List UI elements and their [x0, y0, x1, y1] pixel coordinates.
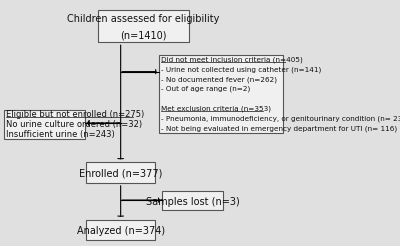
FancyBboxPatch shape — [86, 162, 155, 183]
FancyBboxPatch shape — [162, 191, 224, 210]
Text: - No documented fever (n=262): - No documented fever (n=262) — [161, 76, 277, 83]
FancyBboxPatch shape — [86, 220, 155, 240]
Text: (n=1410): (n=1410) — [120, 30, 167, 40]
Text: - Out of age range (n=2): - Out of age range (n=2) — [161, 86, 250, 92]
Text: Analyzed (n=374): Analyzed (n=374) — [77, 226, 165, 236]
Text: - Pneumonia, immunodeficiency, or genitourinary condition (n= 237): - Pneumonia, immunodeficiency, or genito… — [161, 115, 400, 122]
Text: Eligible but not enrolled (n=275): Eligible but not enrolled (n=275) — [6, 110, 144, 119]
Text: Children assessed for eligibility: Children assessed for eligibility — [67, 14, 220, 24]
Text: No urine culture ordered (n=32): No urine culture ordered (n=32) — [6, 120, 142, 129]
Text: Insufficient urine (n=243): Insufficient urine (n=243) — [6, 130, 114, 139]
Text: Met exclusion criteria (n=353): Met exclusion criteria (n=353) — [161, 106, 271, 112]
FancyBboxPatch shape — [98, 11, 189, 42]
FancyBboxPatch shape — [159, 55, 284, 133]
Text: - Urine not collected using catheter (n=141): - Urine not collected using catheter (n=… — [161, 66, 322, 73]
Text: Enrolled (n=377): Enrolled (n=377) — [79, 169, 162, 179]
Text: - Not being evaluated in emergency department for UTI (n= 116): - Not being evaluated in emergency depar… — [161, 125, 397, 132]
Text: Did not meet inclusion criteria (n=405): Did not meet inclusion criteria (n=405) — [161, 57, 303, 63]
FancyBboxPatch shape — [4, 109, 85, 139]
Text: Samples lost (n=3): Samples lost (n=3) — [146, 197, 240, 207]
